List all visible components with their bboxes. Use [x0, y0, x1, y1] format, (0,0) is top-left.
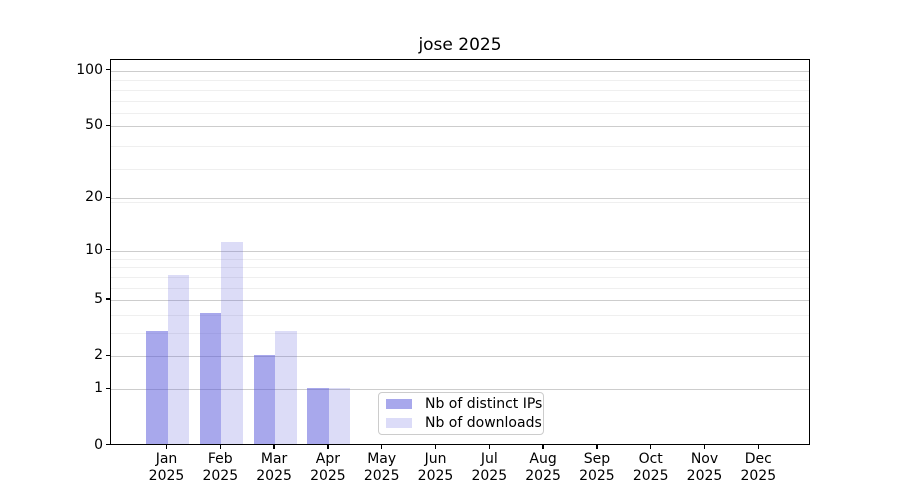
- x-axis-tick-label: Sep 2025: [579, 451, 615, 484]
- y-axis-tick-label: 5: [94, 291, 103, 307]
- minor-gridline: [111, 332, 809, 334]
- minor-gridline: [111, 169, 809, 171]
- chart-title: jose 2025: [418, 35, 502, 55]
- legend-label-distinct-ips: Nb of distinct IPs: [425, 396, 543, 412]
- x-axis-tick-label: Jul 2025: [471, 451, 508, 484]
- x-axis-tick-label: Apr 2025: [310, 451, 346, 484]
- x-axis-tick-mark: [703, 445, 706, 449]
- y-axis-tick-mark: [105, 354, 110, 356]
- x-axis-tick-label: Dec 2025: [740, 451, 777, 484]
- x-axis-tick-mark: [596, 445, 598, 449]
- legend-entry-downloads: Nb of downloads: [386, 415, 543, 431]
- x-axis-tick-label: Mar 2025: [256, 451, 292, 484]
- y-axis-tick-label: 0: [94, 436, 103, 453]
- bar-feb-distinct-ips: [199, 313, 222, 444]
- x-axis-tick-label: Nov 2025: [686, 451, 723, 484]
- major-gridline: [111, 198, 809, 200]
- y-axis-tick-mark: [105, 387, 110, 389]
- minor-gridline: [111, 145, 809, 147]
- bar-mar-downloads: [275, 331, 297, 444]
- bar-jan-downloads: [167, 275, 189, 444]
- x-axis-tick-mark: [650, 445, 652, 449]
- y-axis-tick-label: 100: [76, 61, 103, 78]
- x-axis-tick-label: Oct 2025: [632, 451, 669, 484]
- minor-gridline: [111, 258, 809, 260]
- y-axis-tick-mark: [105, 298, 110, 300]
- x-axis-tick-mark: [434, 445, 437, 449]
- bar-mar-distinct-ips: [253, 354, 276, 444]
- major-gridline: [111, 389, 809, 391]
- y-axis-tick-label: 1: [94, 380, 103, 397]
- plot-area: Nb of distinct IPs Nb of downloads: [110, 59, 810, 445]
- x-axis-tick-mark: [381, 445, 383, 449]
- bar-apr-distinct-ips: [307, 387, 329, 444]
- legend-entry-distinct-ips: Nb of distinct IPs: [386, 396, 543, 412]
- x-axis-tick-label: Jan 2025: [148, 451, 185, 484]
- x-axis-tick-mark: [488, 445, 490, 449]
- major-gridline: [111, 250, 809, 252]
- y-axis-tick-label: 2: [94, 347, 103, 364]
- x-axis-tick-mark: [219, 445, 221, 449]
- x-axis-tick-mark: [757, 445, 759, 449]
- major-gridline: [111, 356, 809, 358]
- y-axis-tick-label: 50: [85, 117, 103, 134]
- minor-gridline: [111, 314, 809, 316]
- y-axis-tick-mark: [105, 69, 110, 71]
- x-axis-tick-mark: [273, 445, 275, 449]
- gridlines-layer: [111, 60, 809, 444]
- bar-apr-downloads: [328, 387, 351, 444]
- major-gridline: [111, 70, 809, 72]
- legend: Nb of distinct IPs Nb of downloads: [378, 392, 544, 435]
- x-axis-tick-mark: [165, 445, 168, 449]
- bars-layer: [111, 60, 809, 444]
- x-axis-tick-label: Jun 2025: [417, 451, 454, 484]
- major-gridline: [111, 300, 809, 301]
- y-axis-tick-mark: [105, 124, 110, 126]
- bar-jan-distinct-ips: [146, 331, 168, 444]
- minor-gridline: [111, 267, 809, 269]
- x-axis-tick-label: May 2025: [363, 451, 400, 484]
- minor-gridline: [111, 202, 809, 204]
- y-axis-tick-mark: [105, 249, 110, 251]
- y-axis-tick-mark: [105, 443, 110, 446]
- x-axis-tick-mark: [542, 445, 544, 449]
- minor-gridline: [111, 100, 809, 102]
- minor-gridline: [111, 276, 809, 278]
- major-gridline: [111, 126, 809, 128]
- legend-swatch-distinct-ips: [386, 399, 412, 409]
- legend-label-downloads: Nb of downloads: [425, 415, 542, 431]
- y-axis-tick-mark: [105, 196, 110, 198]
- minor-gridline: [111, 80, 809, 82]
- bar-feb-downloads: [221, 242, 243, 444]
- x-axis-tick-label: Aug 2025: [525, 451, 561, 484]
- legend-swatch-downloads: [386, 418, 412, 428]
- y-axis-tick-label: 20: [85, 189, 103, 206]
- x-axis-tick-label: Feb 2025: [202, 451, 239, 484]
- minor-gridline: [111, 113, 809, 114]
- minor-gridline: [111, 287, 809, 289]
- y-axis-tick-label: 10: [85, 241, 103, 258]
- x-axis-tick-mark: [327, 445, 329, 449]
- minor-gridline: [111, 89, 809, 91]
